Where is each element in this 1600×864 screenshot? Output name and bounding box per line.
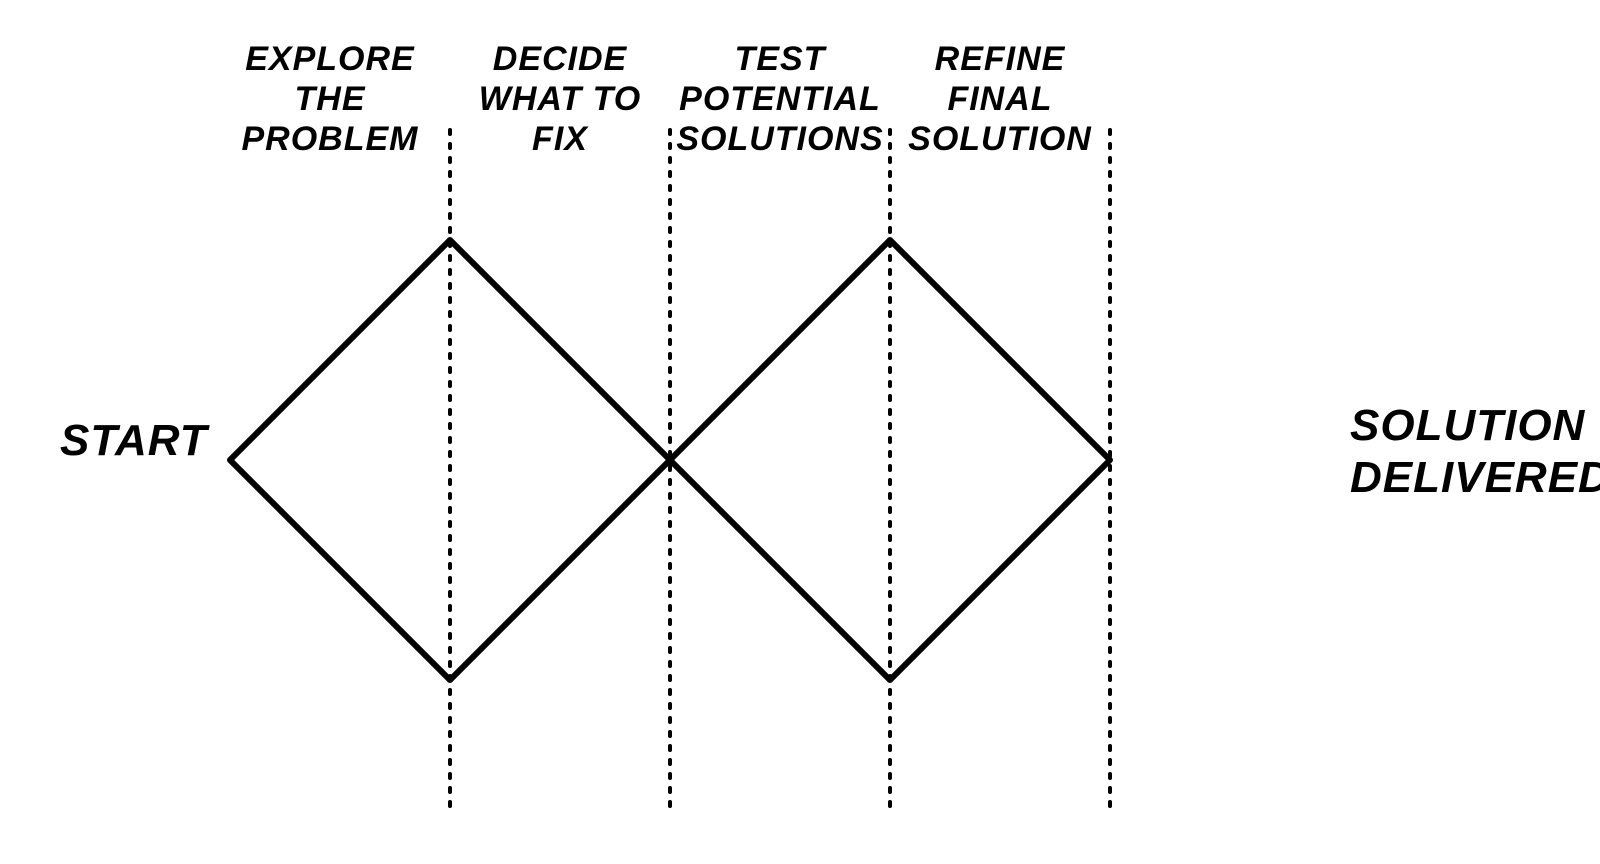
start-label: START: [60, 416, 210, 465]
double-diamond-diagram: ExploretheproblemDecidewhat tofixTestpot…: [0, 0, 1600, 864]
